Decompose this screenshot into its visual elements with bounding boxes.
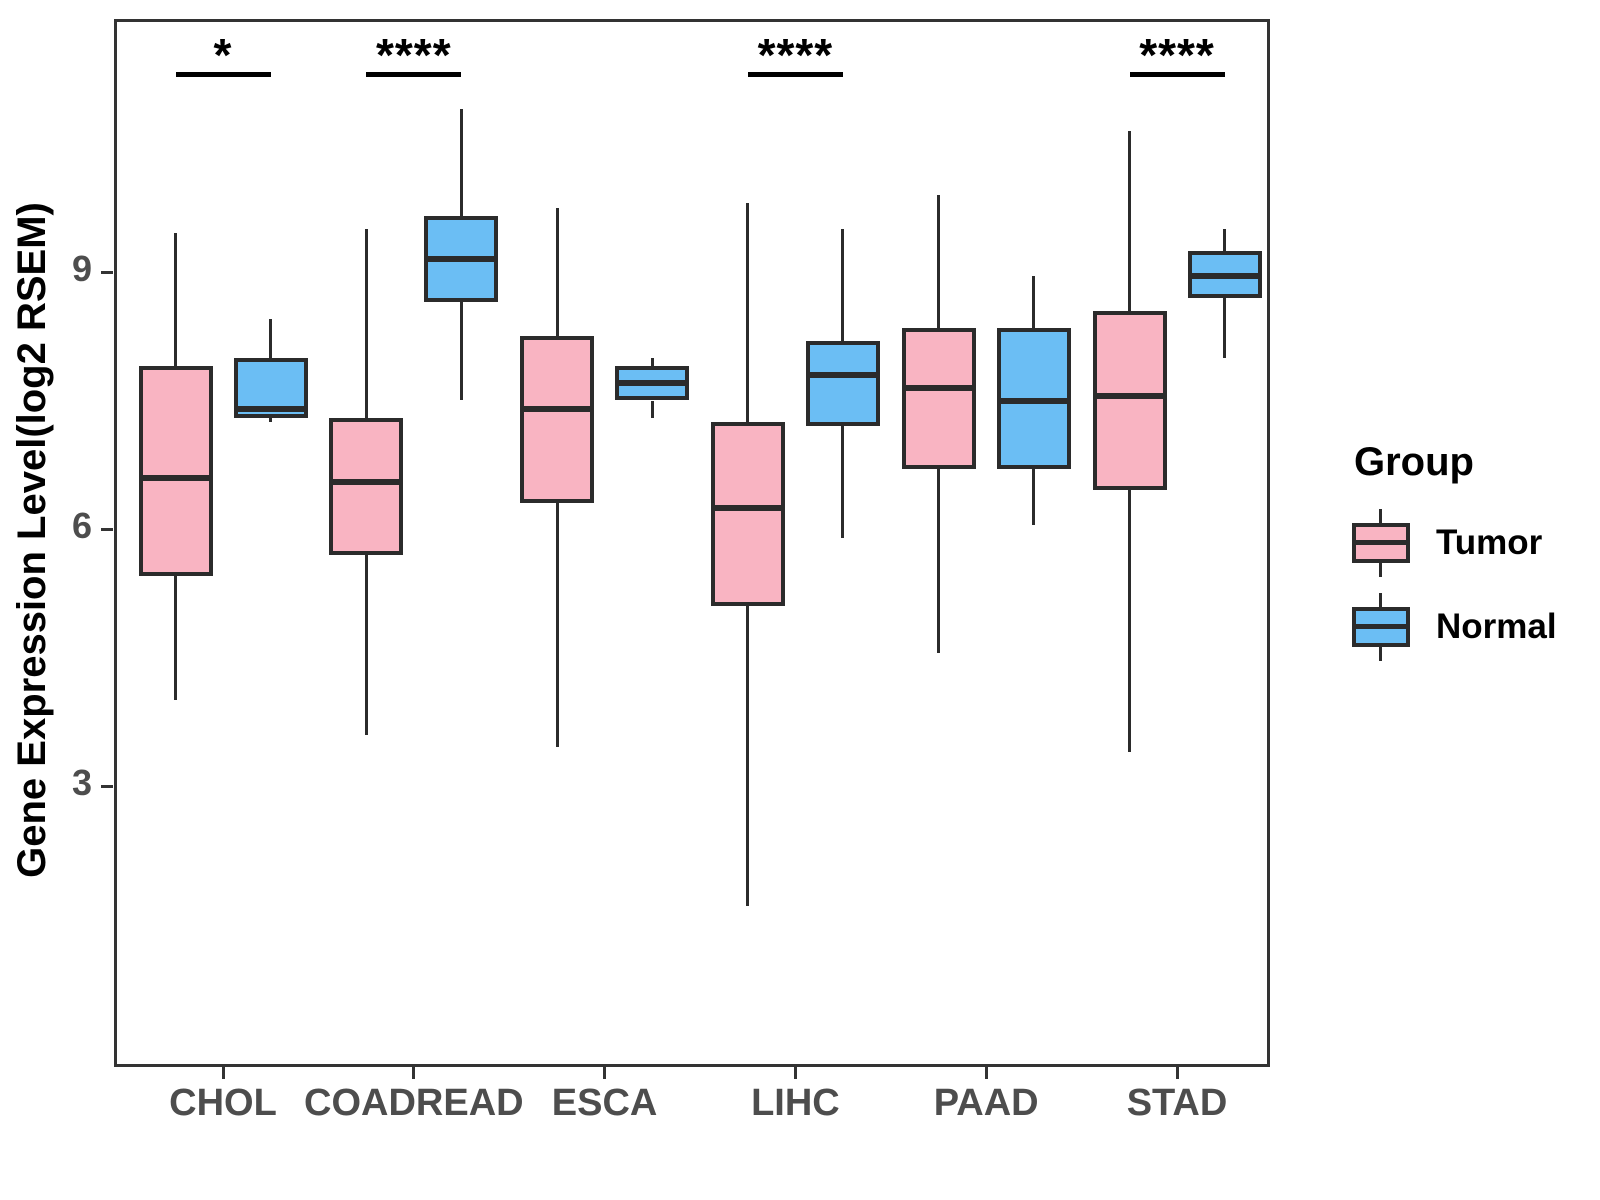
median-tumor-stad: [1092, 393, 1167, 400]
median-tumor-lihc: [710, 504, 785, 511]
y-tick-mark: [101, 270, 113, 274]
upper-whisker-normal-stad: [1223, 229, 1226, 251]
lower-whisker-normal-paad: [1032, 469, 1036, 525]
y-tick-label: 9: [71, 248, 92, 289]
x-tick-mark: [603, 1067, 607, 1079]
x-tick-mark: [412, 1067, 416, 1079]
legend: Group Tumor Normal: [1352, 440, 1600, 677]
x-tick-label-coadread: COADREAD: [304, 1082, 524, 1124]
x-tick-label-esca: ESCA: [551, 1082, 658, 1124]
significance-bar-chol: [175, 72, 271, 77]
legend-label-normal: Normal: [1436, 607, 1557, 646]
median-normal-lihc: [805, 371, 880, 378]
box-tumor-coadread: [329, 417, 404, 555]
lower-whisker-normal-coadread: [459, 301, 463, 401]
upper-whisker-normal-chol: [269, 319, 272, 358]
lower-whisker-tumor-lihc: [746, 606, 750, 906]
significance-bar-coadread: [366, 72, 462, 77]
upper-whisker-normal-coadread: [459, 109, 463, 217]
lower-whisker-normal-lihc: [841, 426, 845, 538]
x-tick-label-lihc: LIHC: [751, 1082, 840, 1124]
lower-whisker-tumor-coadread: [364, 554, 368, 735]
lower-whisker-tumor-chol: [174, 576, 177, 701]
y-tick-label: 6: [71, 505, 92, 546]
lower-whisker-tumor-esca: [555, 503, 559, 748]
upper-whisker-normal-lihc: [841, 229, 845, 341]
upper-whisker-tumor-chol: [174, 233, 177, 367]
plot-panel-border: [114, 19, 1270, 1067]
glyph-median: [1352, 540, 1410, 545]
median-normal-stad: [1187, 273, 1262, 280]
median-normal-esca: [615, 380, 690, 387]
x-tick-mark: [984, 1067, 988, 1079]
upper-whisker-tumor-coadread: [364, 229, 368, 418]
upper-whisker-tumor-lihc: [746, 203, 750, 422]
median-normal-coadread: [424, 256, 499, 263]
y-tick-mark: [101, 784, 113, 788]
tumor-boxplot-glyph: [1352, 509, 1410, 577]
box-tumor-chol: [138, 366, 213, 577]
median-tumor-esca: [520, 406, 595, 413]
glyph-median: [1352, 624, 1410, 629]
x-tick-mark: [793, 1067, 797, 1079]
box-tumor-paad: [901, 327, 976, 470]
upper-whisker-tumor-paad: [937, 194, 941, 328]
x-tick-label-stad: STAD: [1126, 1082, 1228, 1124]
normal-boxplot-glyph: [1352, 593, 1410, 661]
median-tumor-paad: [901, 384, 976, 391]
lower-whisker-normal-esca: [650, 400, 654, 418]
legend-label-tumor: Tumor: [1436, 523, 1543, 562]
lower-whisker-normal-chol: [269, 417, 272, 422]
median-normal-chol: [233, 406, 308, 413]
legend-entry-tumor: Tumor: [1352, 509, 1600, 577]
x-tick-mark: [221, 1067, 225, 1079]
median-tumor-coadread: [329, 478, 404, 485]
lower-whisker-normal-stad: [1223, 297, 1226, 358]
significance-label-chol: *: [213, 29, 233, 81]
lower-whisker-tumor-paad: [937, 469, 941, 654]
box-tumor-lihc: [710, 421, 785, 607]
y-tick-mark: [101, 527, 113, 531]
x-tick-label-chol: CHOL: [169, 1082, 277, 1124]
box-tumor-stad: [1092, 310, 1167, 491]
box-normal-lihc: [805, 340, 880, 427]
upper-whisker-tumor-stad: [1128, 130, 1131, 311]
significance-bar-stad: [1129, 72, 1225, 77]
x-tick-label-paad: PAAD: [933, 1082, 1039, 1124]
upper-whisker-tumor-esca: [555, 207, 559, 337]
median-tumor-chol: [138, 474, 213, 481]
significance-bar-lihc: [747, 72, 843, 77]
box-tumor-esca: [520, 336, 595, 504]
median-normal-paad: [996, 397, 1071, 404]
y-tick-label: 3: [71, 762, 92, 803]
lower-whisker-tumor-stad: [1128, 490, 1131, 752]
upper-whisker-normal-paad: [1032, 276, 1036, 328]
significance-label-coadread: ****: [375, 29, 452, 81]
legend-title: Group: [1354, 440, 1474, 484]
significance-label-stad: ****: [1139, 29, 1215, 81]
x-tick-mark: [1175, 1067, 1179, 1079]
legend-entry-normal: Normal: [1352, 593, 1600, 661]
significance-label-lihc: ****: [757, 29, 834, 81]
upper-whisker-normal-esca: [650, 357, 654, 367]
